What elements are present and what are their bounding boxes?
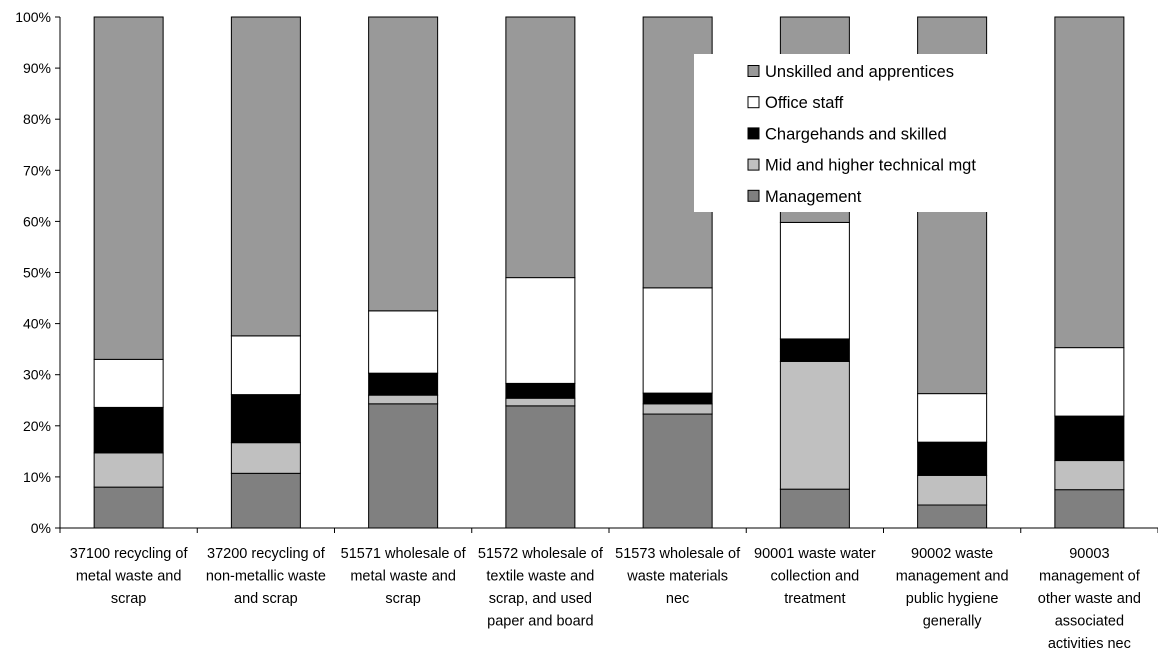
y-tick-label: 40% — [23, 316, 51, 332]
x-category-label-line: 90001 waste water — [754, 546, 876, 562]
x-category-label-line: 37100 recycling of — [70, 546, 189, 562]
x-category-label-line: treatment — [784, 591, 845, 607]
x-category-label-line: scrap — [111, 591, 146, 607]
x-category-label: 51573 wholesale of waste materials nec — [615, 546, 741, 607]
bar-segment-office-staff — [779, 221, 850, 340]
bar-segment-management — [642, 413, 713, 529]
x-category-label-line: paper and board — [487, 614, 593, 630]
bar-segment-unskilled-and-apprentices — [230, 16, 301, 337]
x-category-label: 37100 recycling of metal waste and scrap — [70, 546, 189, 607]
legend-entry: Unskilled and apprentices — [765, 63, 954, 81]
x-category-label-line: collection and — [771, 569, 860, 585]
x-category-label-line: management and — [896, 569, 1009, 585]
x-category-label: 90003 management of other waste and associa… — [1038, 546, 1141, 652]
x-category-label-line: 51572 wholesale of — [478, 546, 604, 562]
y-tick-label: 10% — [23, 469, 51, 485]
bar-segment-management — [230, 472, 301, 529]
legend-swatch — [747, 96, 760, 109]
legend-swatch — [747, 158, 760, 171]
x-category-label: 90001 waste water collection and treatment — [754, 546, 876, 607]
bar-segment-mid-and-higher-technical-mgt — [917, 474, 988, 506]
legend: Unskilled and apprentices Office staff Cha… — [694, 54, 1016, 212]
x-category-label: 51571 wholesale of metal waste and scrap — [341, 546, 467, 607]
x-category-label-line: nec — [666, 591, 689, 607]
bar-segment-unskilled-and-apprentices — [1054, 16, 1125, 349]
x-category-label-line: 51571 wholesale of — [341, 546, 467, 562]
x-category-label-line: management of — [1039, 569, 1141, 585]
y-tick-label: 80% — [23, 111, 51, 127]
y-tick-labels: 0% 10% 20% 30% 40% 50% 60% 70% 80% 90% 100% — [15, 9, 51, 536]
x-category-label-line: public hygiene — [906, 591, 999, 607]
bar-segment-office-staff — [642, 287, 713, 394]
bar-segment-chargehands-and-skilled — [230, 394, 301, 444]
bar-segment-unskilled-and-apprentices — [368, 16, 439, 312]
x-category-label-line: non-metallic waste — [206, 569, 326, 585]
bar-segment-office-staff — [368, 310, 439, 374]
bar-segment-office-staff — [230, 335, 301, 396]
bar-segment-management — [779, 488, 850, 529]
bar-segment-chargehands-and-skilled — [779, 338, 850, 362]
bar-segment-office-staff — [93, 358, 164, 408]
y-tick-label: 30% — [23, 367, 51, 383]
axes-layer — [55, 16, 1158, 533]
x-category-label: 37200 recycling of non-metallic waste and … — [206, 546, 326, 607]
x-category-label: 51572 wholesale of textile waste and scrap… — [478, 546, 604, 630]
x-category-label-line: generally — [923, 614, 983, 630]
bar-segment-mid-and-higher-technical-mgt — [368, 394, 439, 405]
x-category-label-line: activities nec — [1048, 636, 1131, 652]
bar-segment-unskilled-and-apprentices — [93, 16, 164, 360]
x-category-label-line: metal waste and — [76, 569, 182, 585]
y-tick-label: 20% — [23, 418, 51, 434]
bar-segment-chargehands-and-skilled — [1054, 415, 1125, 462]
y-tick-label: 70% — [23, 162, 51, 178]
bar-segment-management — [93, 486, 164, 529]
x-category-label-line: associated — [1055, 614, 1124, 630]
x-category-labels: 37100 recycling of metal waste and scrap37… — [70, 546, 1141, 652]
x-category-label-line: 90003 — [1069, 546, 1109, 562]
legend-swatch — [747, 127, 760, 140]
x-category-label-line: 51573 wholesale of — [615, 546, 741, 562]
bar-segment-mid-and-higher-technical-mgt — [1054, 460, 1125, 491]
x-category-label-line: metal waste and — [350, 569, 456, 585]
bar-segment-mid-and-higher-technical-mgt — [505, 397, 576, 407]
bar-segment-management — [505, 405, 576, 529]
x-category-label-line: waste materials — [626, 569, 728, 585]
legend-entry: Management — [765, 188, 862, 206]
x-category-label-line: 37200 recycling of — [207, 546, 326, 562]
bar-segment-chargehands-and-skilled — [368, 372, 439, 396]
x-category-label-line: and scrap — [234, 591, 298, 607]
legend-entry: Chargehands and skilled — [765, 125, 947, 143]
bar-segment-chargehands-and-skilled — [505, 382, 576, 399]
y-tick-label: 50% — [23, 265, 51, 281]
bar-segment-mid-and-higher-technical-mgt — [779, 360, 850, 490]
bar-segment-chargehands-and-skilled — [93, 406, 164, 454]
bar-segment-mid-and-higher-technical-mgt — [93, 452, 164, 488]
bar-segment-mid-and-higher-technical-mgt — [642, 403, 713, 415]
bar-segment-office-staff — [505, 277, 576, 384]
legend-swatch — [747, 65, 760, 77]
bar-segment-mid-and-higher-technical-mgt — [230, 442, 301, 474]
y-tick-label: 90% — [23, 60, 51, 76]
y-tick-label: 100% — [15, 9, 51, 25]
x-category-label-line: other waste and — [1038, 591, 1141, 607]
legend-swatch — [747, 189, 760, 202]
bar-segment-unskilled-and-apprentices — [505, 16, 576, 279]
x-category-label-line: 90002 waste — [911, 546, 993, 562]
bar-segment-chargehands-and-skilled — [642, 392, 713, 405]
x-category-label: 90002 waste management and public hygiene g… — [896, 546, 1009, 630]
bar-segment-management — [1054, 489, 1125, 529]
legend-entry: Mid and higher technical mgt — [765, 157, 976, 175]
bar-segment-office-staff — [1054, 347, 1125, 417]
y-tick-label: 60% — [23, 213, 51, 229]
legend-entry: Office staff — [765, 94, 844, 112]
bar-segment-chargehands-and-skilled — [917, 441, 988, 476]
bar-segment-management — [917, 504, 988, 529]
y-tick-label: 0% — [31, 520, 51, 536]
bar-segment-office-staff — [917, 393, 988, 443]
x-category-label-line: scrap, and used — [489, 591, 592, 607]
x-category-label-line: scrap — [385, 591, 420, 607]
x-category-label-line: textile waste and — [486, 569, 594, 585]
bar-segment-management — [368, 403, 439, 529]
